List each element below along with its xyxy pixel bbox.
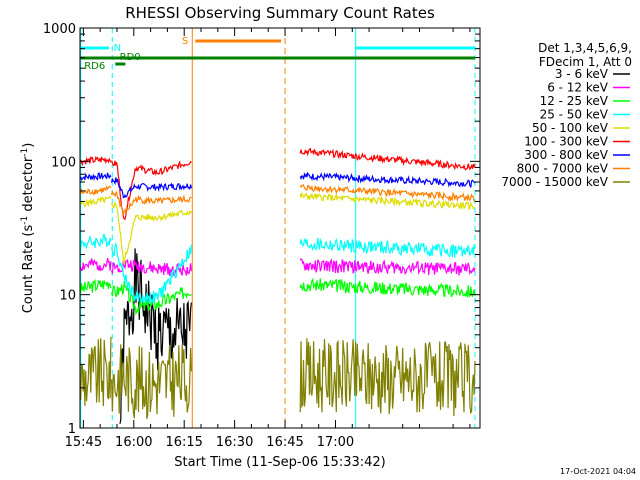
y-axis: 1 10 100 1000 xyxy=(43,22,480,437)
legend-entry-label: 100 - 300 keV xyxy=(524,135,608,149)
series-1-segment-0 xyxy=(80,257,112,272)
series-7-segment-2 xyxy=(299,184,476,203)
legend-entry-label: 25 - 50 keV xyxy=(540,108,609,122)
series-2 xyxy=(80,277,476,316)
series-4-segment-1 xyxy=(111,200,192,265)
x-axis: 15:45 16:00 16:15 16:30 16:45 17:00 xyxy=(65,28,471,450)
series-1-segment-2 xyxy=(299,258,476,276)
series-2-segment-1 xyxy=(111,281,192,316)
x-axis-label: Start Time (11-Sep-06 15:33:42) xyxy=(174,455,385,470)
series-layer xyxy=(80,147,476,424)
series-8-segment-0 xyxy=(80,336,112,407)
series-6-segment-2 xyxy=(299,171,476,189)
series-5 xyxy=(80,147,476,221)
legend-entry-label: 7000 - 15000 keV xyxy=(501,175,608,189)
legend-entry-label: 6 - 12 keV xyxy=(547,81,609,95)
legend-header-line-2: FDecim 1, Att 0 xyxy=(539,55,632,69)
series-1-segment-1 xyxy=(111,258,192,277)
series-3-segment-1 xyxy=(111,242,192,304)
series-8-segment-1 xyxy=(111,344,192,419)
legend-entry-label: 50 - 100 keV xyxy=(532,121,609,135)
series-8-segment-2 xyxy=(299,338,476,417)
series-4-segment-0 xyxy=(80,195,112,208)
legend-entry-label: 800 - 7000 keV xyxy=(517,162,609,176)
night-label: N xyxy=(114,43,121,54)
legend-entry-label: 3 - 6 keV xyxy=(555,67,609,81)
series-6-segment-0 xyxy=(80,172,112,182)
series-5-segment-0 xyxy=(80,155,112,167)
x-tick-label: 16:00 xyxy=(115,435,152,450)
y-axis-label: Count Rate (s-1 detector-1) xyxy=(20,143,36,314)
series-7 xyxy=(80,184,476,217)
series-8 xyxy=(80,336,476,419)
series-4 xyxy=(80,192,476,265)
series-2-segment-2 xyxy=(299,277,476,298)
x-tick-label: 15:45 xyxy=(65,435,102,450)
y-tick-label: 1 xyxy=(68,422,76,437)
series-7-segment-0 xyxy=(80,185,112,196)
series-4-segment-2 xyxy=(299,192,476,211)
rd0-label: RD0 xyxy=(120,52,141,63)
legend: Det 1,3,4,5,6,9, FDecim 1, Att 0 3 - 6 k… xyxy=(501,41,632,189)
legend-entry-label: 300 - 800 keV xyxy=(524,148,608,162)
timestamp: 17-Oct-2021 04:04 xyxy=(560,467,636,476)
series-3-segment-0 xyxy=(80,234,112,250)
x-tick-label: 16:30 xyxy=(216,435,253,450)
legend-entry-label: 12 - 25 keV xyxy=(540,94,609,108)
observing-bands: N RD6 RD0 S xyxy=(80,28,476,428)
series-7-segment-1 xyxy=(111,190,192,217)
rd6-label: RD6 xyxy=(84,61,105,72)
y-tick-label: 1000 xyxy=(43,22,76,37)
series-5-segment-1 xyxy=(111,160,192,221)
series-1 xyxy=(80,257,476,277)
x-tick-label: 16:45 xyxy=(266,435,303,450)
saa-label: S xyxy=(182,36,188,47)
x-tick-label: 16:15 xyxy=(165,435,202,450)
y-tick-label: 100 xyxy=(51,155,76,170)
series-5-segment-2 xyxy=(299,147,476,171)
series-2-segment-0 xyxy=(80,278,112,293)
series-6 xyxy=(80,171,476,199)
y-tick-label: 10 xyxy=(59,289,76,304)
series-6-segment-1 xyxy=(111,177,192,199)
plot-frame xyxy=(79,27,481,429)
series-0-segment-1 xyxy=(119,248,192,424)
series-0 xyxy=(119,248,192,424)
chart-title: RHESSI Observing Summary Count Rates xyxy=(125,4,435,22)
x-tick-label: 17:00 xyxy=(317,435,354,450)
legend-header-line-1: Det 1,3,4,5,6,9, xyxy=(538,41,632,55)
series-3 xyxy=(80,234,476,304)
series-3-segment-2 xyxy=(299,237,476,258)
